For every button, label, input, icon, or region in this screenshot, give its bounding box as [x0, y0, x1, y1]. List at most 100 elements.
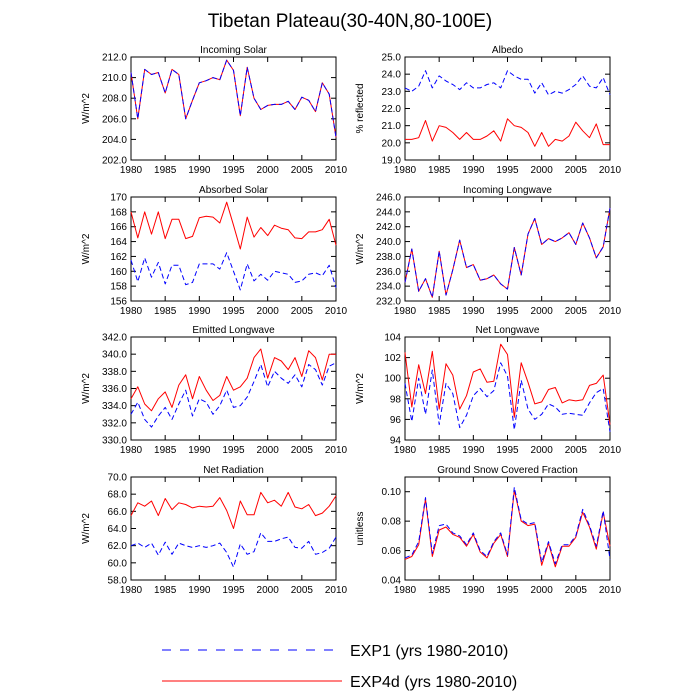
- y-tick-label: 242.0: [376, 222, 401, 233]
- x-tick-label: 2010: [599, 165, 622, 176]
- y-tick-label: 232.0: [376, 297, 401, 308]
- x-tick-label: 1980: [120, 445, 143, 456]
- y-tick-label: 68.0: [108, 490, 128, 501]
- y-tick-label: 58.0: [108, 576, 128, 587]
- x-tick-label: 2005: [565, 306, 588, 317]
- x-tick-label: 2000: [531, 306, 554, 317]
- x-tick-label: 2005: [565, 445, 588, 456]
- x-tick-label: 1980: [394, 306, 417, 317]
- y-tick-label: 170: [110, 193, 127, 204]
- x-tick-label: 2000: [531, 445, 554, 456]
- y-tick-label: 160: [110, 267, 127, 278]
- y-tick-label: 19.0: [382, 156, 402, 167]
- y-tick-label: 342.0: [102, 333, 127, 344]
- y-axis-label: W/m^2: [81, 373, 92, 404]
- x-tick-label: 1990: [188, 306, 211, 317]
- y-tick-label: 22.0: [382, 104, 402, 115]
- x-tick-label: 1990: [188, 165, 211, 176]
- y-tick-label: 23.0: [382, 87, 402, 98]
- x-tick-label: 2000: [257, 585, 280, 596]
- y-tick-label: 0.04: [382, 576, 402, 587]
- y-tick-label: 0.08: [382, 517, 402, 528]
- panel-ground-snow-covered-fraction: Ground Snow Covered Fraction unitless 0.04…: [355, 465, 622, 596]
- y-tick-label: 64.0: [108, 524, 128, 535]
- y-tick-label: 168: [110, 207, 127, 218]
- y-tick-label: 334.0: [102, 401, 127, 412]
- y-axis-label: unitless: [355, 512, 366, 546]
- x-tick-label: 1995: [496, 306, 519, 317]
- x-tick-label: 2005: [291, 585, 314, 596]
- legend: EXP1 (yrs 1980-2010) EXP4d (yrs 1980-201…: [162, 643, 517, 691]
- y-tick-label: 20.0: [382, 138, 402, 149]
- panel-title: Incoming Longwave: [463, 185, 552, 196]
- y-tick-label: 66.0: [108, 507, 128, 518]
- y-tick-label: 156: [110, 297, 127, 308]
- x-tick-label: 1980: [394, 585, 417, 596]
- panel-net-radiation: Net Radiation W/m^2 58.0 60.0 62.0 64.0 66.0 68…: [81, 465, 348, 596]
- x-tick-label: 1995: [222, 585, 245, 596]
- series-line-exp4d: [130, 201, 337, 250]
- panel-albedo: Albedo % reflected 19.0 20.0 21.0 22.0 23.0 24.…: [355, 45, 622, 176]
- y-axis-label: W/m^2: [355, 233, 366, 264]
- x-tick-label: 2000: [257, 445, 280, 456]
- x-tick-label: 1985: [154, 306, 177, 317]
- y-tick-label: 96: [390, 415, 402, 426]
- y-tick-label: 70.0: [108, 473, 128, 484]
- y-axis-label: W/m^2: [81, 233, 92, 264]
- x-tick-label: 2005: [291, 445, 314, 456]
- x-tick-label: 2010: [599, 585, 622, 596]
- y-tick-label: 336.0: [102, 384, 127, 395]
- y-tick-label: 62.0: [108, 541, 128, 552]
- panel-title: Absorbed Solar: [199, 185, 269, 196]
- x-tick-label: 1995: [222, 306, 245, 317]
- y-tick-label: 24.0: [382, 70, 402, 81]
- y-axis-label: W/m^2: [81, 93, 92, 124]
- x-tick-label: 1980: [394, 165, 417, 176]
- x-tick-label: 1995: [496, 585, 519, 596]
- legend-exp1-label: EXP1 (yrs 1980-2010): [350, 643, 508, 660]
- series-line-exp1: [404, 486, 611, 565]
- y-tick-label: 244.0: [376, 207, 401, 218]
- y-tick-label: 238.0: [376, 252, 401, 263]
- x-tick-label: 1990: [188, 445, 211, 456]
- plot-frame: [404, 336, 611, 441]
- x-tick-label: 2010: [599, 445, 622, 456]
- x-tick-label: 1980: [394, 445, 417, 456]
- y-tick-label: 208.0: [102, 94, 127, 105]
- series-line-exp1: [404, 208, 611, 298]
- x-tick-label: 2000: [531, 165, 554, 176]
- x-tick-label: 2010: [325, 306, 348, 317]
- y-axis-label: W/m^2: [355, 373, 366, 404]
- x-tick-label: 1985: [428, 445, 451, 456]
- panel-title: Emitted Longwave: [192, 325, 275, 336]
- plot-frame: [130, 196, 337, 302]
- y-tick-label: 0.06: [382, 546, 402, 557]
- series-line-exp4d: [405, 118, 610, 147]
- y-tick-label: 240.0: [376, 237, 401, 248]
- y-tick-label: 234.0: [376, 282, 401, 293]
- panel-title: Albedo: [492, 45, 524, 56]
- series-line-exp1: [130, 532, 337, 568]
- x-tick-label: 1990: [462, 585, 485, 596]
- panel-emitted-longwave: Emitted Longwave W/m^2 330.0 332.0 334.0 336.…: [81, 325, 348, 456]
- x-tick-label: 1995: [496, 445, 519, 456]
- y-tick-label: 236.0: [376, 267, 401, 278]
- y-tick-label: 162: [110, 252, 127, 263]
- y-tick-label: 104: [384, 333, 401, 344]
- x-tick-label: 1985: [154, 165, 177, 176]
- figure-title: Tibetan Plateau(30-40N,80-100E): [208, 11, 492, 32]
- x-tick-label: 1995: [222, 165, 245, 176]
- y-tick-label: 338.0: [102, 367, 127, 378]
- x-tick-label: 1985: [154, 585, 177, 596]
- y-tick-label: 202.0: [102, 156, 127, 167]
- plot-frame: [404, 56, 611, 161]
- series-line-exp4d: [130, 491, 337, 529]
- x-tick-label: 1985: [154, 445, 177, 456]
- x-tick-label: 2005: [565, 585, 588, 596]
- x-tick-label: 1990: [462, 165, 485, 176]
- y-tick-label: 158: [110, 282, 127, 293]
- x-tick-label: 1980: [120, 306, 143, 317]
- panel-absorbed-solar: Absorbed Solar W/m^2 156 158 160 162 164 166 168…: [81, 185, 348, 317]
- series-line-exp1: [404, 362, 611, 432]
